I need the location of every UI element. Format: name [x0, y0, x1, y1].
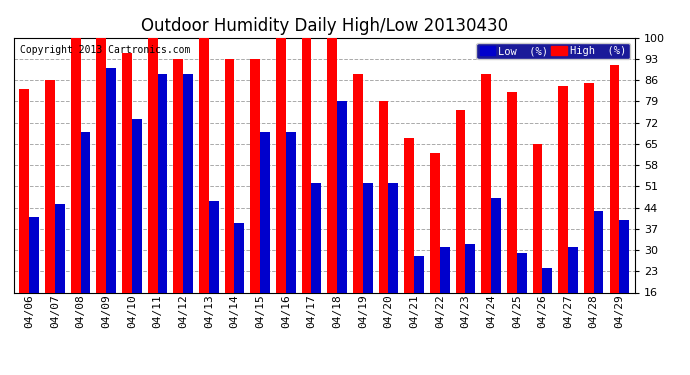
Bar: [122, 53, 132, 292]
Bar: [388, 183, 398, 292]
Bar: [517, 253, 526, 292]
Bar: [363, 183, 373, 292]
Bar: [97, 38, 106, 292]
Bar: [132, 120, 141, 292]
Title: Outdoor Humidity Daily High/Low 20130430: Outdoor Humidity Daily High/Low 20130430: [141, 16, 508, 34]
Bar: [106, 68, 116, 292]
Text: Copyright 2013 Cartronics.com: Copyright 2013 Cartronics.com: [20, 45, 190, 55]
Bar: [466, 244, 475, 292]
Bar: [199, 38, 209, 292]
Bar: [440, 247, 449, 292]
Bar: [568, 247, 578, 292]
Bar: [414, 256, 424, 292]
Legend: Low  (%), High  (%): Low (%), High (%): [477, 43, 629, 59]
Bar: [542, 268, 552, 292]
Bar: [19, 89, 29, 292]
Bar: [260, 132, 270, 292]
Bar: [183, 74, 193, 292]
Bar: [286, 132, 295, 292]
Bar: [533, 144, 542, 292]
Bar: [404, 138, 414, 292]
Bar: [250, 59, 260, 292]
Bar: [55, 204, 65, 292]
Bar: [610, 65, 620, 292]
Bar: [71, 38, 81, 292]
Bar: [235, 223, 244, 292]
Bar: [353, 74, 363, 292]
Bar: [225, 59, 235, 292]
Bar: [327, 38, 337, 292]
Bar: [379, 101, 388, 292]
Bar: [148, 38, 157, 292]
Bar: [302, 38, 311, 292]
Bar: [482, 74, 491, 292]
Bar: [507, 92, 517, 292]
Bar: [276, 38, 286, 292]
Bar: [29, 217, 39, 292]
Bar: [558, 86, 568, 292]
Bar: [584, 83, 593, 292]
Bar: [491, 198, 501, 292]
Bar: [430, 153, 440, 292]
Bar: [157, 74, 167, 292]
Bar: [337, 101, 347, 292]
Bar: [593, 210, 604, 292]
Bar: [455, 110, 466, 292]
Bar: [311, 183, 322, 292]
Bar: [173, 59, 183, 292]
Bar: [81, 132, 90, 292]
Bar: [45, 80, 55, 292]
Bar: [620, 220, 629, 292]
Bar: [209, 201, 219, 292]
